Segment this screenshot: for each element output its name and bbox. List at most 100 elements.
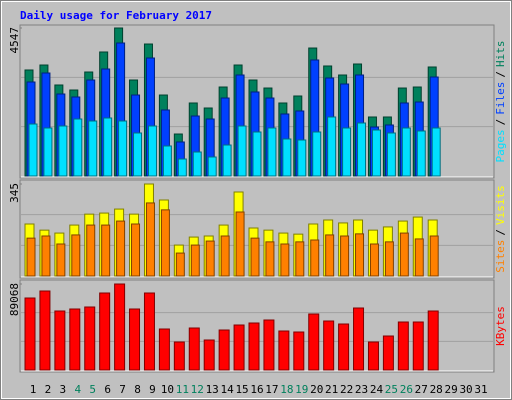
legend-separator: /: [494, 119, 507, 126]
bar: [369, 243, 379, 277]
bar: [235, 211, 245, 277]
bar: [295, 241, 305, 277]
y-tick-label: 345: [8, 183, 21, 203]
bar: [192, 151, 202, 177]
bar: [160, 209, 170, 277]
x-tick-label: 16: [250, 383, 263, 396]
bar: [399, 232, 409, 277]
legend: Pages / Files / Hits: [494, 41, 507, 163]
x-tick-label: 19: [295, 383, 308, 396]
bar: [39, 290, 51, 371]
bar: [429, 235, 439, 277]
bar: [173, 341, 185, 371]
bar: [250, 237, 260, 277]
bar: [384, 241, 394, 277]
bar: [342, 127, 352, 177]
bar: [177, 158, 187, 177]
bar: [190, 244, 200, 277]
bar: [367, 341, 379, 371]
bar: [382, 335, 394, 371]
x-tick-label: 3: [60, 383, 67, 396]
x-tick-label: 10: [161, 383, 174, 396]
legend-entry: KBytes: [494, 306, 507, 346]
bar: [357, 122, 367, 177]
bar: [43, 127, 53, 177]
legend-entry: Pages: [494, 129, 507, 162]
bar: [103, 117, 113, 177]
bar: [293, 331, 305, 371]
bar: [355, 233, 365, 277]
bar: [28, 123, 38, 177]
bar: [312, 131, 322, 177]
x-tick-label: 17: [265, 383, 278, 396]
bar: [58, 125, 68, 177]
x-tick-label: 12: [191, 383, 204, 396]
bar: [118, 120, 128, 177]
x-tick-label: 15: [235, 383, 248, 396]
bar: [386, 132, 396, 177]
bar: [24, 297, 36, 371]
bar: [248, 322, 260, 371]
x-tick-label: 24: [370, 383, 384, 396]
bar: [325, 234, 335, 277]
bar: [416, 130, 426, 177]
bar: [203, 339, 215, 371]
legend-separator: /: [494, 71, 507, 78]
x-tick-label: 7: [119, 383, 126, 396]
legend: KBytes: [494, 306, 507, 346]
bar: [99, 292, 111, 371]
bar: [88, 120, 98, 177]
legend-entry: Hits: [494, 41, 507, 68]
x-tick-label: 31: [474, 383, 487, 396]
legend-separator: /: [494, 229, 507, 236]
x-tick-label: 28: [430, 383, 443, 396]
bar: [86, 224, 96, 277]
bar: [263, 319, 275, 371]
x-tick-label: 2: [45, 383, 52, 396]
bar: [323, 320, 335, 371]
bar: [252, 131, 262, 177]
bar: [222, 144, 232, 177]
bar: [237, 125, 247, 177]
bar: [401, 127, 411, 177]
bar: [267, 127, 277, 177]
chart-title: Daily usage for February 2017: [20, 9, 212, 22]
x-tick-label: 18: [280, 383, 293, 396]
bar: [220, 235, 230, 277]
y-tick-label: 4547: [8, 27, 21, 54]
bar: [431, 127, 441, 177]
bar: [280, 243, 290, 277]
x-tick-label: 1: [30, 383, 37, 396]
bar: [218, 329, 230, 371]
bar: [414, 238, 424, 277]
bar: [338, 323, 350, 371]
x-tick-label: 4: [74, 383, 81, 396]
bar: [265, 241, 275, 277]
bar: [353, 307, 365, 371]
bar: [84, 306, 96, 371]
x-tick-label: 8: [134, 383, 141, 396]
bar: [101, 224, 111, 277]
bar: [233, 324, 245, 371]
legend-entry: Sites: [494, 240, 507, 273]
bar: [131, 223, 141, 277]
x-tick-label: 11: [176, 383, 189, 396]
bar: [188, 327, 200, 371]
legend-entry: Visits: [494, 185, 507, 225]
x-tick-label: 5: [89, 383, 96, 396]
bar: [340, 235, 350, 277]
bar: [56, 243, 66, 277]
x-tick-label: 30: [459, 383, 472, 396]
bar: [205, 240, 215, 277]
bar: [207, 156, 217, 177]
bar: [308, 313, 320, 371]
bar: [162, 145, 172, 177]
x-tick-label: 21: [325, 383, 338, 396]
x-tick-label: 22: [340, 383, 353, 396]
x-tick-label: 27: [415, 383, 428, 396]
y-tick-label: 89068: [8, 283, 21, 316]
bar: [71, 234, 81, 277]
x-tick-label: 14: [221, 383, 235, 396]
